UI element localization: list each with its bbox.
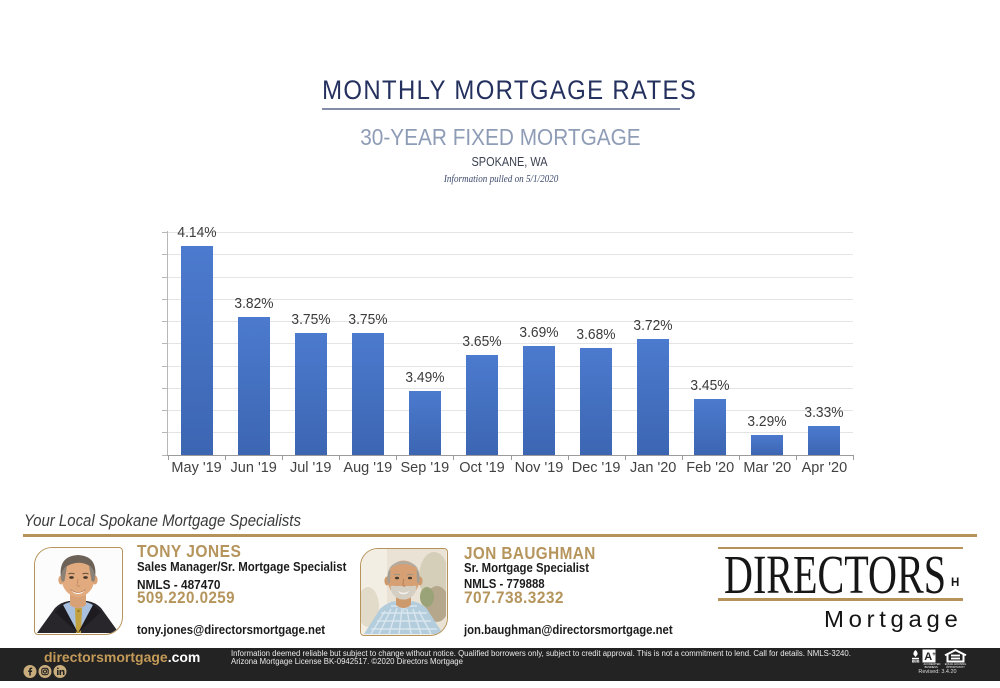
svg-text:A: A [924, 651, 932, 663]
svg-text:ACCREDITED: ACCREDITED [924, 662, 941, 666]
svg-text:BUSINESS: BUSINESS [925, 665, 938, 668]
svg-text:BBB: BBB [912, 660, 920, 664]
svg-text:OPPORTUNITY: OPPORTUNITY [946, 665, 965, 668]
svg-text:EQUAL HOUSING: EQUAL HOUSING [945, 662, 967, 666]
svg-text:+: + [932, 652, 936, 658]
svg-text:DIRECTORS: DIRECTORS [724, 552, 946, 596]
